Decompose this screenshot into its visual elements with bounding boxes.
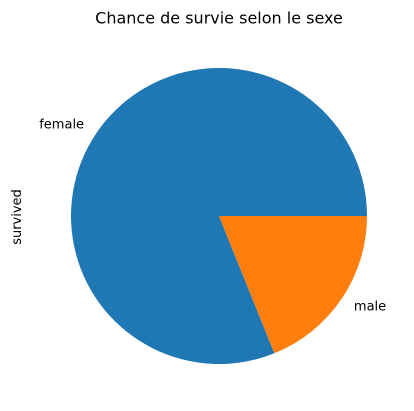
y-axis-label: survived xyxy=(10,189,25,245)
pie-slice-male xyxy=(219,216,367,354)
pie-label-female: female xyxy=(39,117,84,132)
pie-label-male: male xyxy=(354,300,386,315)
pie-slice-female xyxy=(71,67,368,364)
pie-slices xyxy=(71,67,368,364)
pie-labels: female male xyxy=(39,117,386,314)
chart-title: Chance de survie selon le sexe xyxy=(95,9,343,28)
